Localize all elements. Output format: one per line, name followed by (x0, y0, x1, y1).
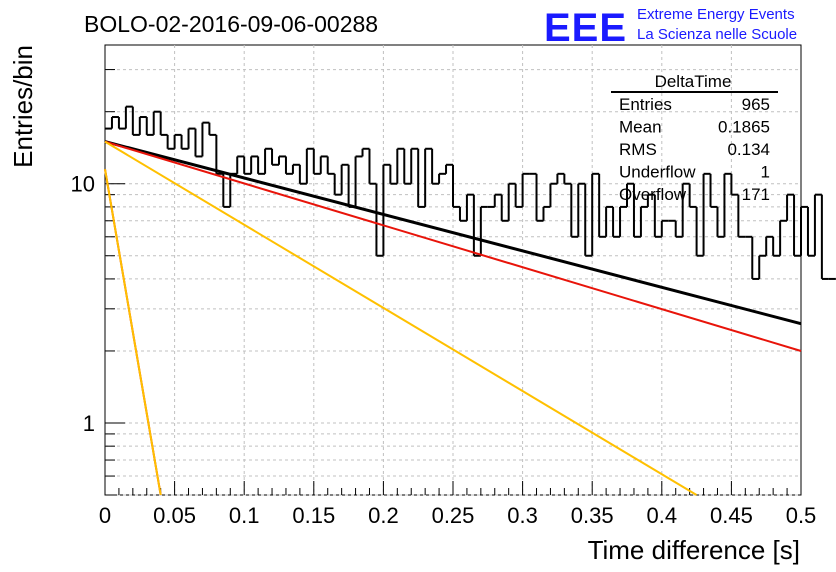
x-tick-label: 0.4 (647, 503, 678, 528)
x-tick-label: 0.3 (507, 503, 538, 528)
x-tick-label: 0 (99, 503, 111, 528)
y-tick-label: 10 (71, 172, 95, 197)
y-tick-label: 1 (83, 411, 95, 436)
x-tick-label: 0.35 (571, 503, 614, 528)
stats-value: 965 (742, 95, 770, 114)
stats-box: DeltaTime Entries 965 Mean 0.1865 RMS 0.134 Un… (611, 72, 778, 204)
logo-line-2: La Scienza nelle Scuole (637, 26, 797, 43)
fit-curve-fast-orange- (104, 169, 162, 496)
stats-label: Overflow (619, 185, 687, 204)
stats-title: DeltaTime (655, 72, 732, 91)
x-axis-label: Time difference [s] (588, 535, 800, 565)
grid-lines (105, 45, 801, 496)
run-title: BOLO-02-2016-09-06-00288 (84, 11, 378, 37)
stats-label: Mean (619, 118, 662, 137)
x-tick-label: 0.25 (432, 503, 475, 528)
y-tick-labels: 1 10 (71, 172, 95, 436)
fit-curve-total (104, 140, 802, 326)
eee-logo-text: EEE (544, 6, 627, 50)
x-tick-label: 0.45 (710, 503, 753, 528)
fit-curve-slow-orange- (104, 140, 698, 496)
stats-value: 0.134 (727, 140, 770, 159)
stats-value: 0.1865 (718, 118, 770, 137)
stats-label: Entries (619, 95, 672, 114)
x-tick-label: 0.2 (368, 503, 399, 528)
logo-line-1: Extreme Energy Events (637, 6, 795, 23)
fit-curves-layer (104, 140, 802, 496)
x-tick-labels: 0 0.05 0.1 0.15 0.2 0.25 0.3 0.35 0.4 0.45 0.5 (99, 503, 816, 528)
x-tick-label: 0.5 (786, 503, 817, 528)
stats-value: 1 (761, 163, 770, 182)
x-tick-label: 0.15 (292, 503, 335, 528)
x-tick-label: 0.05 (153, 503, 196, 528)
fit-curve-slow-red- (104, 140, 802, 352)
x-tick-label: 0.1 (229, 503, 260, 528)
stats-value: 171 (742, 185, 770, 204)
axis-ticks (104, 69, 802, 496)
histogram-layer (105, 105, 836, 280)
stats-label: Underflow (619, 163, 696, 182)
y-axis-label: Entries/bin (8, 45, 38, 168)
stats-label: RMS (619, 140, 657, 159)
